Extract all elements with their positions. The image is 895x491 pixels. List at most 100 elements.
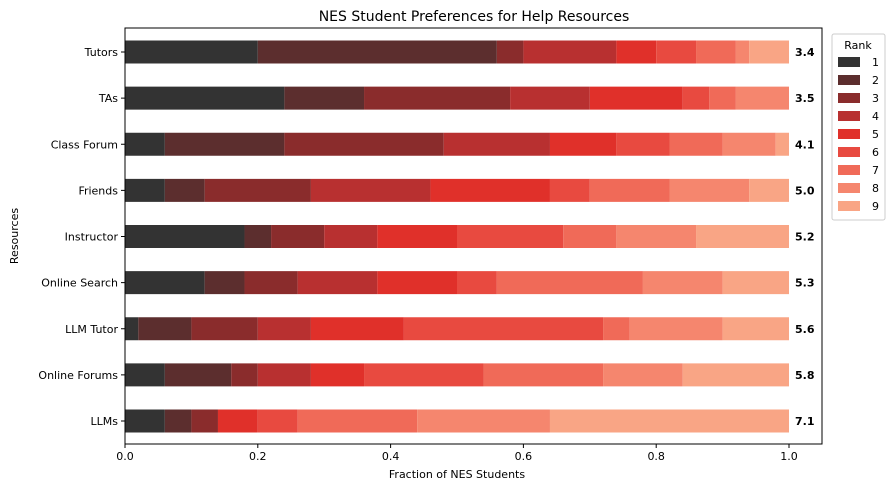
bar-segment-tas-rank-4 xyxy=(510,86,590,110)
bar-segment-llm-tutor-rank-1 xyxy=(125,317,139,341)
mean-rank-label: 3.5 xyxy=(795,92,815,105)
mean-rank-label: 3.4 xyxy=(795,46,815,59)
bar-segment-tutors-rank-1 xyxy=(125,40,258,64)
bar-segment-llms-rank-1 xyxy=(125,409,165,433)
y-tick-label: Online Search xyxy=(41,277,118,290)
bar-segment-llm-tutor-rank-4 xyxy=(257,317,311,341)
bar-segment-tas-rank-6 xyxy=(682,86,710,110)
bar-segment-llm-tutor-rank-6 xyxy=(403,317,604,341)
bar-segment-online-forums-rank-5 xyxy=(310,363,365,387)
x-tick-label: 0.0 xyxy=(116,450,134,463)
bar-segment-online-search-rank-4 xyxy=(297,271,378,295)
bar-segment-friends-rank-3 xyxy=(204,178,311,202)
bar-segment-online-search-rank-5 xyxy=(377,271,457,295)
bar-segment-instructor-rank-4 xyxy=(324,225,378,248)
bar-segment-online-forums-rank-1 xyxy=(125,363,165,387)
bar-segment-llm-tutor-rank-9 xyxy=(722,317,789,341)
bar-segment-tas-rank-3 xyxy=(364,86,511,110)
x-tick-label: 0.4 xyxy=(382,450,400,463)
mean-rank-label: 5.8 xyxy=(795,369,815,382)
bar-segment-class-forum-rank-2 xyxy=(164,132,285,156)
bar-segment-friends-rank-2 xyxy=(164,178,205,202)
bar-segment-online-forums-rank-3 xyxy=(231,363,258,387)
bar-segment-tutors-rank-7 xyxy=(696,40,736,64)
bar-segment-online-forums-rank-7 xyxy=(483,363,604,387)
bar-segment-tutors-rank-5 xyxy=(616,40,657,64)
y-tick-label: Friends xyxy=(78,184,118,197)
legend-swatch-rank-6 xyxy=(838,147,860,157)
bar-segment-llms-rank-3 xyxy=(191,409,218,433)
x-axis-title: Fraction of NES Students xyxy=(389,468,525,481)
y-tick-label: Instructor xyxy=(65,231,119,244)
legend-label-rank-7: 7 xyxy=(872,164,879,177)
legend-swatch-rank-4 xyxy=(838,111,860,121)
bar-segment-llms-rank-2 xyxy=(164,409,192,433)
bar-segment-instructor-rank-2 xyxy=(244,225,272,248)
bar-segment-instructor-rank-5 xyxy=(377,225,457,248)
legend-title: Rank xyxy=(844,39,872,52)
y-tick-label: Class Forum xyxy=(51,138,118,151)
bar-segment-tas-rank-5 xyxy=(589,86,683,110)
y-tick-label: Tutors xyxy=(84,46,119,59)
bar-segment-tutors-rank-8 xyxy=(735,40,750,64)
bar-segment-online-forums-rank-8 xyxy=(603,363,683,387)
bar-segment-llms-rank-5 xyxy=(217,409,258,433)
bar-segment-instructor-rank-3 xyxy=(271,225,325,248)
legend-swatch-rank-9 xyxy=(838,201,860,211)
bar-segment-friends-rank-1 xyxy=(125,178,165,202)
legend-swatch-rank-1 xyxy=(838,57,860,67)
legend-swatch-rank-8 xyxy=(838,183,860,193)
legend-label-rank-5: 5 xyxy=(872,128,879,141)
bar-segment-online-search-rank-6 xyxy=(457,271,497,295)
bar-segment-online-search-rank-3 xyxy=(244,271,298,295)
legend-label-rank-8: 8 xyxy=(872,182,879,195)
mean-rank-label: 4.1 xyxy=(795,138,815,151)
bar-segment-instructor-rank-9 xyxy=(696,225,789,248)
bar-segment-online-search-rank-8 xyxy=(642,271,723,295)
legend-swatch-rank-2 xyxy=(838,75,860,85)
bar-segment-tutors-rank-6 xyxy=(656,40,697,64)
bar-segment-tas-rank-7 xyxy=(709,86,736,110)
legend-label-rank-2: 2 xyxy=(872,74,879,87)
x-tick-label: 0.6 xyxy=(515,450,533,463)
legend-label-rank-3: 3 xyxy=(872,92,879,105)
legend-label-rank-6: 6 xyxy=(872,146,879,159)
bar-segment-llms-rank-8 xyxy=(417,409,550,433)
legend-swatch-rank-7 xyxy=(838,165,860,175)
bar-segment-class-forum-rank-3 xyxy=(284,132,444,156)
bar-segment-class-forum-rank-9 xyxy=(775,132,789,156)
bar-segment-class-forum-rank-8 xyxy=(722,132,776,156)
y-tick-label: TAs xyxy=(98,92,118,105)
mean-rank-label: 5.0 xyxy=(795,184,815,197)
bar-segment-class-forum-rank-6 xyxy=(616,132,670,156)
legend-label-rank-4: 4 xyxy=(872,110,879,123)
bar-segment-tas-rank-1 xyxy=(125,86,285,110)
bar-segment-tutors-rank-2 xyxy=(257,40,497,64)
bar-segment-friends-rank-8 xyxy=(669,178,750,202)
mean-rank-label: 5.2 xyxy=(795,231,815,244)
bar-segment-class-forum-rank-5 xyxy=(549,132,617,156)
bar-segment-class-forum-rank-7 xyxy=(669,132,723,156)
bar-segment-online-forums-rank-6 xyxy=(364,363,484,387)
legend-label-rank-1: 1 xyxy=(872,56,879,69)
legend-swatch-rank-5 xyxy=(838,129,860,139)
bar-segment-instructor-rank-7 xyxy=(563,225,617,248)
bar-segment-tas-rank-8 xyxy=(735,86,789,110)
bar-segment-online-search-rank-9 xyxy=(722,271,789,295)
legend-items: 1 2 3 4 5 6 7 8 9 xyxy=(838,56,879,213)
bar-segment-online-search-rank-7 xyxy=(496,271,643,295)
bar-segment-llms-rank-6 xyxy=(257,409,298,433)
legend-label-rank-9: 9 xyxy=(872,200,879,213)
chart-title: NES Student Preferences for Help Resourc… xyxy=(319,9,630,25)
y-axis-title: Resources xyxy=(8,208,21,264)
bar-segment-llm-tutor-rank-3 xyxy=(191,317,258,341)
bar-segment-friends-rank-4 xyxy=(310,178,431,202)
bar-segment-instructor-rank-8 xyxy=(616,225,697,248)
legend-swatch-rank-3 xyxy=(838,93,860,103)
bar-segment-class-forum-rank-4 xyxy=(443,132,550,156)
mean-rank-label: 5.3 xyxy=(795,277,815,290)
bar-segment-llms-rank-7 xyxy=(297,409,418,433)
y-tick-label: LLM Tutor xyxy=(65,323,118,336)
bar-segment-friends-rank-5 xyxy=(430,178,550,202)
